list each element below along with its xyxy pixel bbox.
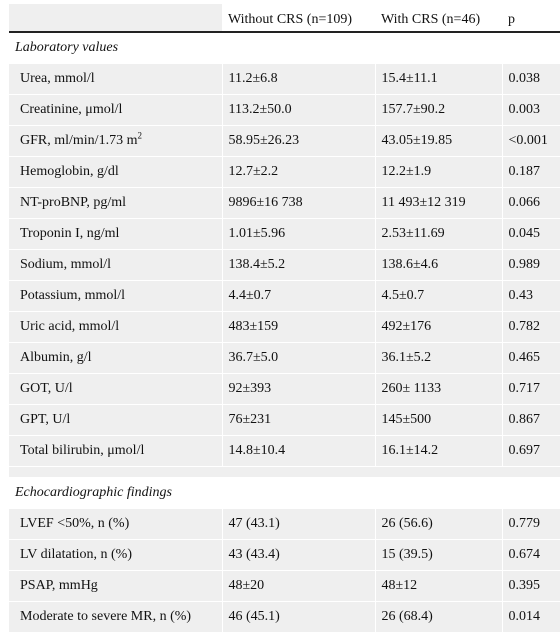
cell-p-value: 0.717 xyxy=(502,373,560,405)
cell-p-value: 0.867 xyxy=(502,404,560,436)
section-title: Echocardiographic findings xyxy=(9,477,560,509)
row-label: NT-proBNP, pg/ml xyxy=(9,187,223,219)
cell-without-crs: 58.95±26.23 xyxy=(222,125,376,157)
section-row-echocardiographic: Echocardiographic findings xyxy=(9,477,560,509)
section-row-laboratory: Laboratory values xyxy=(9,32,560,64)
row-label: Total bilirubin, μmol/l xyxy=(9,435,223,467)
cell-p-value: 0.066 xyxy=(502,187,560,219)
row-label: Hemoglobin, g/dl xyxy=(9,156,223,188)
row-label: Sodium, mmol/l xyxy=(9,249,223,281)
row-label: Moderate to severe MR, n (%) xyxy=(9,601,223,633)
row-label: LVEF <50%, n (%) xyxy=(9,508,223,540)
table-row: Troponin I, ng/ml 1.01±5.96 2.53±11.69 0.04… xyxy=(9,218,560,250)
cell-with-crs: 138.6±4.6 xyxy=(375,249,503,281)
cell-without-crs: 113.2±50.0 xyxy=(222,94,376,126)
table-header-row: Without CRS (n=109) With CRS (n=46) p xyxy=(9,4,560,33)
table-row: NT-proBNP, pg/ml 9896±16 738 11 493±12 319… xyxy=(9,187,560,219)
row-label: Albumin, g/l xyxy=(9,342,223,374)
cell-p-value: 0.014 xyxy=(502,601,560,633)
table-row: LVEF <50%, n (%) 47 (43.1) 26 (56.6) 0.779 xyxy=(9,508,560,540)
row-label: GOT, U/l xyxy=(9,373,223,405)
cell-with-crs: 16.1±14.2 xyxy=(375,435,503,467)
row-label: Urea, mmol/l xyxy=(9,63,223,95)
cell-with-crs: 26 (68.4) xyxy=(375,601,503,633)
table-row: LV dilatation, n (%) 43 (43.4) 15 (39.5) 0.… xyxy=(9,539,560,571)
data-table: Without CRS (n=109) With CRS (n=46) p La… xyxy=(9,4,560,633)
cell-p-value: <0.001 xyxy=(502,125,560,157)
header-cell-with-crs: With CRS (n=46) xyxy=(375,4,502,33)
cell-without-crs: 76±231 xyxy=(222,404,376,436)
cell-without-crs: 47 (43.1) xyxy=(222,508,376,540)
header-cell-without-crs: Without CRS (n=109) xyxy=(222,4,375,33)
table-row: Total bilirubin, μmol/l 14.8±10.4 16.1±14.… xyxy=(9,435,560,467)
cell-with-crs: 157.7±90.2 xyxy=(375,94,503,126)
table-row: GPT, U/l 76±231 145±500 0.867 xyxy=(9,404,560,436)
cell-without-crs: 9896±16 738 xyxy=(222,187,376,219)
cell-without-crs: 43 (43.4) xyxy=(222,539,376,571)
cell-p-value: 0.038 xyxy=(502,63,560,95)
spacer-row xyxy=(9,466,560,478)
table-row: Moderate to severe MR, n (%) 46 (45.1) 26 … xyxy=(9,601,560,633)
table-row: Urea, mmol/l 11.2±6.8 15.4±11.1 0.038 xyxy=(9,63,560,95)
cell-p-value: 0.045 xyxy=(502,218,560,250)
cell-p-value: 0.395 xyxy=(502,570,560,602)
cell-without-crs: 11.2±6.8 xyxy=(222,63,376,95)
cell-without-crs: 483±159 xyxy=(222,311,376,343)
table-row: Uric acid, mmol/l 483±159 492±176 0.782 xyxy=(9,311,560,343)
cell-with-crs: 492±176 xyxy=(375,311,503,343)
table-row: GOT, U/l 92±393 260± 1133 0.717 xyxy=(9,373,560,405)
row-label: Troponin I, ng/ml xyxy=(9,218,223,250)
superscript: 2 xyxy=(137,130,142,141)
cell-without-crs: 92±393 xyxy=(222,373,376,405)
cell-without-crs: 46 (45.1) xyxy=(222,601,376,633)
header-cell-p: p xyxy=(502,4,560,33)
cell-with-crs: 15 (39.5) xyxy=(375,539,503,571)
cell-p-value: 0.43 xyxy=(502,280,560,312)
table-row: Creatinine, μmol/l 113.2±50.0 157.7±90.2 0.… xyxy=(9,94,560,126)
table-row: GFR, ml/min/1.73 m2 58.95±26.23 43.05±19.8… xyxy=(9,125,560,157)
cell-with-crs: 2.53±11.69 xyxy=(375,218,503,250)
cell-without-crs: 48±20 xyxy=(222,570,376,602)
cell-p-value: 0.697 xyxy=(502,435,560,467)
cell-p-value: 0.465 xyxy=(502,342,560,374)
table-row: Sodium, mmol/l 138.4±5.2 138.6±4.6 0.989 xyxy=(9,249,560,281)
row-label: LV dilatation, n (%) xyxy=(9,539,223,571)
cell-p-value: 0.187 xyxy=(502,156,560,188)
cell-without-crs: 1.01±5.96 xyxy=(222,218,376,250)
row-label: Creatinine, μmol/l xyxy=(9,94,223,126)
cell-without-crs: 4.4±0.7 xyxy=(222,280,376,312)
cell-with-crs: 48±12 xyxy=(375,570,503,602)
cell-with-crs: 26 (56.6) xyxy=(375,508,503,540)
row-label: Potassium, mmol/l xyxy=(9,280,223,312)
cell-p-value: 0.779 xyxy=(502,508,560,540)
cell-with-crs: 11 493±12 319 xyxy=(375,187,503,219)
section-title: Laboratory values xyxy=(9,32,560,64)
cell-without-crs: 36.7±5.0 xyxy=(222,342,376,374)
cell-p-value: 0.674 xyxy=(502,539,560,571)
table-row: Hemoglobin, g/dl 12.7±2.2 12.2±1.9 0.187 xyxy=(9,156,560,188)
row-label-gfr: GFR, ml/min/1.73 m2 xyxy=(9,125,223,157)
row-label: GPT, U/l xyxy=(9,404,223,436)
cell-with-crs: 36.1±5.2 xyxy=(375,342,503,374)
cell-without-crs: 14.8±10.4 xyxy=(222,435,376,467)
cell-with-crs: 4.5±0.7 xyxy=(375,280,503,312)
cell-p-value: 0.989 xyxy=(502,249,560,281)
table-row: PSAP, mmHg 48±20 48±12 0.395 xyxy=(9,570,560,602)
table-row: Potassium, mmol/l 4.4±0.7 4.5±0.7 0.43 xyxy=(9,280,560,312)
cell-with-crs: 43.05±19.85 xyxy=(375,125,503,157)
cell-with-crs: 260± 1133 xyxy=(375,373,503,405)
cell-without-crs: 138.4±5.2 xyxy=(222,249,376,281)
row-label: GFR, ml/min/1.73 m xyxy=(20,133,138,148)
header-cell-label xyxy=(9,4,222,33)
cell-with-crs: 145±500 xyxy=(375,404,503,436)
cell-without-crs: 12.7±2.2 xyxy=(222,156,376,188)
cell-with-crs: 12.2±1.9 xyxy=(375,156,503,188)
cell-p-value: 0.003 xyxy=(502,94,560,126)
table-row: Albumin, g/l 36.7±5.0 36.1±5.2 0.465 xyxy=(9,342,560,374)
cell-with-crs: 15.4±11.1 xyxy=(375,63,503,95)
row-label: PSAP, mmHg xyxy=(9,570,223,602)
cell-p-value: 0.782 xyxy=(502,311,560,343)
row-label: Uric acid, mmol/l xyxy=(9,311,223,343)
